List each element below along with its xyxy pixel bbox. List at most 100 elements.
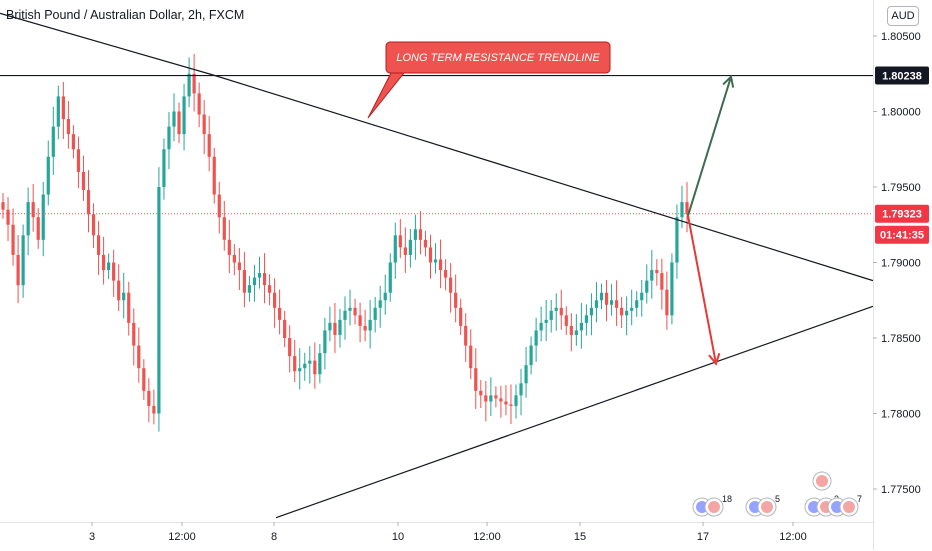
candle: [56, 85, 60, 140]
candle: [101, 236, 106, 285]
candle: [459, 298, 463, 335]
candle-body: [6, 209, 10, 225]
candle-body: [76, 149, 81, 172]
candle-body: [378, 300, 382, 308]
candle: [267, 274, 272, 306]
candle-body: [51, 126, 55, 157]
candle: [11, 208, 15, 266]
candle-body: [278, 307, 282, 320]
candles-layer: [1, 53, 689, 432]
candle-body: [650, 270, 654, 281]
candle: [46, 140, 50, 206]
callout-box: [385, 41, 611, 74]
candle: [549, 299, 553, 333]
time-axis[interactable]: [0, 522, 873, 551]
candle: [519, 368, 523, 416]
candle: [579, 302, 583, 349]
candle-body: [167, 126, 171, 150]
candle-body: [96, 235, 101, 255]
candle-body: [549, 310, 553, 320]
candle-body: [107, 262, 111, 271]
candle: [202, 100, 206, 155]
candle: [237, 248, 241, 290]
candle-body: [308, 360, 312, 364]
drawings-layer: [0, 12, 874, 519]
candle: [96, 220, 101, 275]
candle-body: [152, 405, 156, 414]
candle: [31, 183, 35, 232]
candle: [609, 283, 614, 316]
candle-body: [252, 277, 257, 286]
candle-body: [438, 259, 443, 271]
candle-body: [46, 156, 50, 195]
event-marker: 18: [692, 494, 732, 517]
candle-body: [293, 356, 297, 372]
candle: [323, 317, 327, 370]
candle: [635, 291, 639, 317]
candle-body: [494, 395, 498, 399]
candle: [157, 167, 161, 432]
candle-body: [353, 307, 357, 316]
projection-arrow-down: [687, 215, 721, 366]
candle: [514, 384, 518, 419]
candle: [388, 253, 392, 302]
candle-body: [36, 217, 40, 240]
candle-body: [232, 254, 236, 263]
price-axis[interactable]: [873, 0, 932, 550]
candle: [398, 219, 402, 259]
candle-body: [630, 307, 634, 311]
candle: [66, 100, 70, 149]
candle: [489, 377, 493, 416]
candle: [112, 249, 116, 297]
candle: [257, 256, 262, 289]
candle: [51, 106, 55, 175]
candle-body: [685, 202, 689, 215]
candle-body: [283, 319, 287, 338]
candle: [117, 264, 121, 312]
candle: [232, 244, 236, 276]
candle-body: [61, 96, 65, 120]
candle: [413, 214, 418, 260]
candle-body: [147, 390, 151, 406]
candle-body: [192, 73, 196, 94]
candle: [529, 336, 533, 375]
candle: [408, 228, 412, 268]
candle-body: [408, 239, 412, 255]
candle: [197, 82, 201, 128]
candle: [242, 251, 247, 308]
candle: [393, 222, 397, 279]
candle: [403, 227, 407, 274]
candle-body: [529, 345, 533, 366]
candle: [363, 309, 367, 342]
candle: [685, 182, 689, 233]
candle: [614, 280, 619, 326]
resistance-trendline: [0, 12, 874, 282]
candle-body: [620, 307, 624, 316]
candle-body: [217, 194, 221, 218]
candle-body: [122, 292, 126, 301]
candle: [177, 102, 181, 144]
candle-body: [137, 345, 141, 369]
candle-body: [499, 398, 503, 402]
candle-body: [132, 322, 136, 346]
candle: [318, 344, 322, 384]
candle-body: [333, 322, 337, 335]
candle: [262, 253, 267, 304]
candle-body: [21, 235, 25, 286]
candle: [298, 348, 302, 390]
candle: [443, 259, 448, 291]
projection-arrow-up: [687, 74, 735, 216]
candle: [227, 219, 231, 274]
candle: [524, 347, 528, 398]
candle-body: [237, 262, 241, 271]
candle: [348, 289, 352, 326]
candle-body: [474, 368, 478, 391]
candle: [167, 112, 171, 170]
candle: [438, 239, 443, 289]
candle: [509, 384, 513, 425]
candle-body: [660, 273, 664, 290]
candle-body: [514, 395, 518, 406]
currency-button[interactable]: AUD: [887, 6, 919, 26]
